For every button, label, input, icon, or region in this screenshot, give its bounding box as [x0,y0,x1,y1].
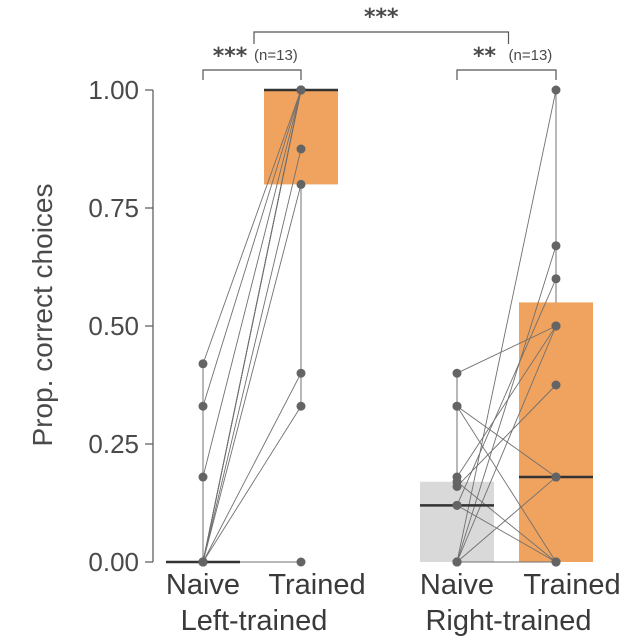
trained-point [296,144,306,154]
trained-point [551,380,561,390]
trained-point [551,557,561,567]
pair-line [202,89,302,478]
naive-point [452,401,462,411]
y-axis-title: Prop. correct choices [27,184,58,447]
pair-line [456,384,557,487]
trained-point [551,472,561,482]
between-group-stars: *** [364,5,399,30]
trained-point [551,241,561,251]
naive-point [198,557,208,567]
naive-point [452,481,462,491]
naive-point [452,557,462,567]
pair-line [456,481,557,563]
trained-box [519,302,593,562]
condition-label: Trained [523,569,620,601]
significance-stars: *** [213,44,248,69]
pair-line [202,406,302,563]
group-bracket [202,69,302,80]
pair-line [202,184,302,563]
trained-point [551,85,561,95]
pair-line [456,245,557,563]
trained-box [264,90,338,185]
category-labels: Naive Trained Left-trained Naive Trained Righ… [166,569,621,637]
pair-line [456,278,557,506]
trained-point [551,321,561,331]
group-label: Left-trained [181,605,328,637]
trained-point [296,85,306,95]
naive-point [452,500,462,510]
y-tick-label: 1.00 [88,75,139,105]
pair-line [456,325,557,478]
y-axis: 0.00 0.25 0.50 0.75 1.00 [88,75,154,577]
pair-line [202,148,302,563]
condition-label: Naive [420,569,494,601]
significance-stars: ** [473,44,497,69]
pair-line [456,504,557,563]
naive-point [198,401,208,411]
naive-point [198,472,208,482]
between-group-bracket [253,31,510,44]
group-label: Right-trained [425,605,591,637]
significance-annotations: *** (n=13) ** (n=13) *** [202,5,557,80]
trained-point [296,557,306,567]
pair-line [456,325,557,563]
trained-point [296,368,306,378]
condition-label: Trained [268,569,365,601]
y-tick-label: 0.50 [88,311,139,341]
pair-line [456,89,557,563]
pair-line [202,89,302,407]
n-label: (n=13) [509,47,553,64]
trained-point [296,179,306,189]
y-tick-label: 0.75 [88,193,139,223]
naive-point [452,368,462,378]
trained-point [551,274,561,284]
condition-label: Naive [166,569,240,601]
y-tick-label: 0.25 [88,429,139,459]
pair-line [456,325,557,374]
group-bracket [456,69,557,80]
pair-line [456,405,557,563]
y-tick-label: 0.00 [88,547,139,577]
pair-line [456,405,557,478]
pair-line [202,372,302,563]
n-label: (n=13) [254,47,298,64]
pair-line [202,89,302,563]
naive-point [198,359,208,369]
trained-point [296,401,306,411]
plot-area [166,85,593,567]
naive-box [420,481,494,562]
pair-line [202,89,302,364]
pair-line [456,476,557,563]
